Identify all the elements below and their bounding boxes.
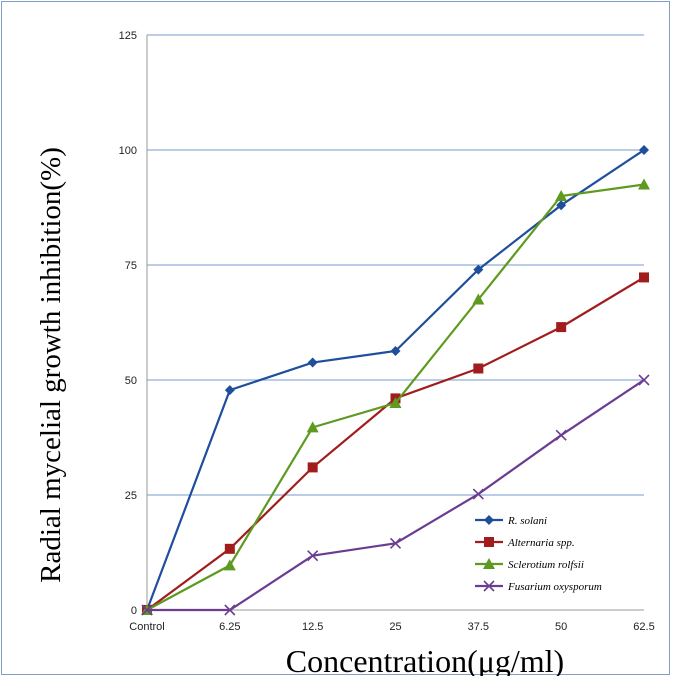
y-tick-label-125: 125 bbox=[119, 30, 137, 42]
legend-marker-0 bbox=[484, 515, 494, 525]
gridlines bbox=[147, 34, 644, 496]
y-tick-label-25: 25 bbox=[125, 490, 137, 502]
x-tick-label-1: 6.25 bbox=[219, 621, 240, 633]
point-1-1 bbox=[224, 543, 235, 554]
point-3-2 bbox=[307, 550, 319, 562]
legend-label-3: Fusarium oxysporum bbox=[507, 581, 602, 593]
y-tick-label-100: 100 bbox=[119, 145, 137, 157]
x-tick-label-4: 37.5 bbox=[468, 621, 489, 633]
point-0-4 bbox=[473, 264, 484, 275]
point-3-0 bbox=[141, 604, 153, 616]
point-2-1 bbox=[223, 559, 236, 571]
point-1-6 bbox=[639, 272, 649, 283]
x-tick-label-2: 12.5 bbox=[302, 621, 323, 633]
point-0-2 bbox=[307, 357, 318, 368]
point-3-6 bbox=[638, 374, 650, 386]
point-3-4 bbox=[472, 488, 484, 500]
point-2-5 bbox=[555, 190, 568, 201]
legend: R. solani Alternaria spp. Sclerotium rolfs… bbox=[475, 515, 602, 593]
point-2-6 bbox=[638, 178, 650, 190]
x-tick-label-5: 50 bbox=[555, 621, 567, 633]
series-0 bbox=[142, 145, 649, 615]
x-tick-label-0: Control bbox=[129, 621, 164, 633]
point-1-4 bbox=[473, 363, 484, 374]
y-tick-label-50: 50 bbox=[125, 375, 137, 387]
legend-entry-0: R. solani bbox=[475, 515, 547, 527]
x-axis-label: Concentration(μg/ml) bbox=[286, 643, 564, 676]
x-tick-label-6: 62.5 bbox=[633, 621, 654, 633]
point-2-4 bbox=[472, 293, 485, 305]
point-3-5 bbox=[555, 429, 567, 441]
point-1-5 bbox=[556, 322, 567, 333]
x-tick-labels: Control 6.25 12.5 25 37.5 50 62.5 bbox=[129, 621, 654, 633]
y-axis-label: Radial mycelial growth inhibition(%) bbox=[35, 147, 67, 583]
legend-entry-3: Fusarium oxysporum bbox=[475, 580, 602, 593]
series-lines bbox=[141, 145, 650, 616]
y-tick-label-75: 75 bbox=[125, 260, 137, 272]
point-3-3 bbox=[389, 537, 402, 549]
y-tick-labels: 0 25 50 75 100 125 bbox=[119, 30, 137, 617]
point-2-2 bbox=[306, 421, 319, 433]
legend-label-2: Sclerotium rolfsii bbox=[508, 559, 584, 571]
point-0-5 bbox=[556, 200, 567, 211]
legend-marker-1 bbox=[484, 537, 494, 547]
legend-label-0: R. solani bbox=[507, 515, 547, 527]
point-0-1 bbox=[224, 385, 235, 396]
legend-entry-1: Alternaria spp. bbox=[475, 537, 575, 549]
point-1-2 bbox=[307, 462, 318, 473]
legend-label-1: Alternaria spp. bbox=[507, 537, 575, 549]
point-0-3 bbox=[390, 346, 401, 357]
x-tick-label-3: 25 bbox=[389, 621, 401, 633]
legend-marker-3 bbox=[483, 580, 495, 592]
point-0-6 bbox=[639, 145, 649, 155]
series-3 bbox=[141, 374, 650, 616]
point-2-3 bbox=[389, 397, 402, 408]
point-3-1 bbox=[224, 604, 236, 616]
legend-entry-2: Sclerotium rolfsii bbox=[475, 558, 584, 571]
legend-marker-2 bbox=[483, 558, 495, 569]
y-tick-label-0: 0 bbox=[131, 605, 137, 617]
